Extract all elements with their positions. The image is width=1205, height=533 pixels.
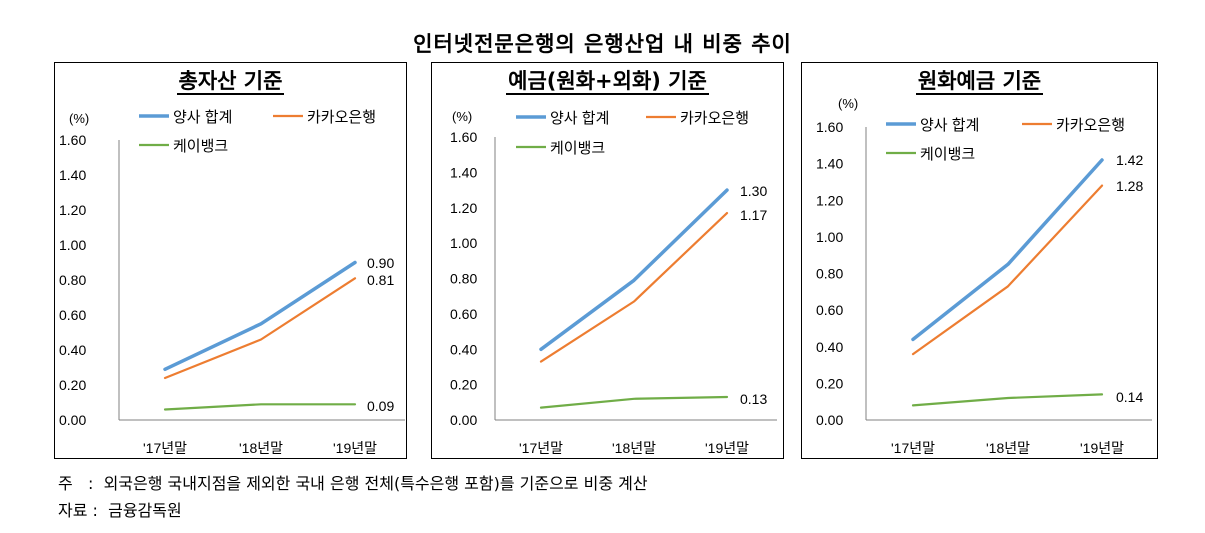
chart-panel-deposits: 예금(원화+외화) 기준 (%) 0.00 0.20 0.40 0.60 0.80 1.00… [431,62,784,459]
y-tick-label: 1.40 [816,156,843,172]
legend-label: 케이뱅크 [550,140,605,157]
y-tick-label: 1.00 [450,235,477,251]
y-tick-label: 1.00 [59,237,86,253]
main-title: 인터넷전문은행의 은행산업 내 비중 추이 [413,32,792,56]
x-tick-label: '17년말 [519,440,563,456]
chart-svg: (%) 0.00 0.20 0.40 0.60 0.80 1.00 1.20 1.40 1.60 '… [450,109,777,456]
unit-label: (%) [452,109,472,124]
x-tick-label: '18년말 [986,440,1030,456]
y-tick-label: 1.20 [59,202,86,218]
panel-title: 예금(원화+외화) 기준 [506,69,709,95]
y-tick-label: 0.40 [450,341,477,357]
panel-title: 총자산 기준 [176,69,285,95]
x-tick-label: '19년말 [1080,440,1124,456]
series-line-total [539,188,729,352]
data-label-kbank: 0.13 [740,391,767,407]
chart-panel-won-deposits: 원화예금 기준 (%) 0.00 0.20 0.40 0.60 0.80 1.00 1.20 1… [801,62,1158,459]
series-line-kakao [163,277,357,380]
legend-item-kakao: 카카오은행 [646,110,749,127]
y-tick-label: 0.00 [59,412,86,428]
source-note: 자료 : 금융감독원 [58,501,182,520]
y-tick-label: 0.80 [816,266,843,282]
legend-label: 카카오은행 [307,109,376,126]
y-tick-label: 0.20 [450,377,477,393]
y-tick-label: 0.40 [59,342,86,358]
y-tick-label: 0.80 [59,272,86,288]
unit-label: (%) [838,96,858,111]
data-label-kbank: 0.14 [1116,389,1143,405]
chart-svg: (%) 0.00 0.20 0.40 0.60 0.80 1.00 1.20 1.40 1.60 '… [59,109,405,456]
legend-label: 양사 합계 [173,109,232,126]
legend-item-kbank: 케이뱅크 [886,146,975,163]
data-label-total: 1.42 [1116,152,1143,168]
chart-svg: (%) 0.00 0.20 0.40 0.60 0.80 1.00 1.20 1.40 1.60 '… [816,96,1152,456]
unit-label: (%) [69,111,89,126]
data-label-total: 1.30 [740,183,767,199]
source-text: 금융감독원 [108,501,182,520]
y-tick-label: 0.40 [816,339,843,355]
y-tick-label: 0.80 [450,271,477,287]
y-tick-label: 0.60 [816,302,843,318]
legend-label: 케이뱅크 [173,138,228,155]
legend-label: 케이뱅크 [920,146,975,163]
x-tick-label: '19년말 [333,440,377,456]
series-line-kakao [911,184,1104,356]
legend-item-kakao: 카카오은행 [273,109,376,126]
legend-item-total: 양사 합계 [886,117,979,134]
legend-label: 양사 합계 [920,117,979,134]
series-line-kbank [539,395,729,409]
y-tick-label: 1.00 [816,229,843,245]
y-tick-label: 1.60 [59,132,86,148]
data-label-kbank: 0.09 [367,398,394,414]
legend-item-total: 양사 합계 [516,110,609,127]
y-tick-label: 1.20 [450,200,477,216]
series-line-kakao [539,212,729,363]
y-tick-label: 1.60 [450,129,477,145]
y-tick-label: 1.40 [59,167,86,183]
x-tick-label: '17년말 [891,440,935,456]
legend-label: 카카오은행 [1056,117,1125,134]
legend-item-kbank: 케이뱅크 [139,138,228,155]
data-label-kakao: 1.28 [1116,178,1143,194]
y-tick-label: 0.60 [450,306,477,322]
footnote: 주 : 외국은행 국내지점을 제외한 국내 은행 전체(특수은행 포함)를 기준… [58,474,648,493]
x-tick-label: '18년말 [239,440,283,456]
y-tick-label: 0.20 [816,375,843,391]
legend-label: 양사 합계 [550,110,609,127]
y-tick-label: 0.20 [59,377,86,393]
legend-label: 카카오은행 [680,110,749,127]
series-line-kbank [911,393,1104,407]
series-line-kbank [163,403,357,411]
y-tick-label: 0.00 [816,412,843,428]
data-label-total: 0.90 [367,255,394,271]
source-label: 자료 [58,501,88,520]
chart-panel-total-assets: 총자산 기준 (%) 0.00 0.20 0.40 0.60 0.80 1.00 1.20 1.… [54,62,407,459]
y-tick-label: 0.60 [59,307,86,323]
x-tick-label: '19년말 [705,440,749,456]
y-tick-label: 0.00 [450,412,477,428]
series-line-total [163,260,357,372]
x-tick-label: '17년말 [143,440,187,456]
panel-title: 원화예금 기준 [915,69,1044,95]
data-label-kakao: 1.17 [740,207,767,223]
y-tick-label: 1.60 [816,119,843,135]
legend-item-kakao: 카카오은행 [1022,117,1125,134]
x-tick-label: '18년말 [612,440,656,456]
y-tick-label: 1.40 [450,164,477,180]
legend-item-total: 양사 합계 [139,109,232,126]
series-line-total [911,158,1104,342]
legend-item-kbank: 케이뱅크 [516,140,605,157]
note-text: 외국은행 국내지점을 제외한 국내 은행 전체(특수은행 포함)를 기준으로 비… [103,474,648,493]
note-label: 주 [58,474,73,493]
y-tick-label: 1.20 [816,192,843,208]
data-label-kakao: 0.81 [367,272,394,288]
